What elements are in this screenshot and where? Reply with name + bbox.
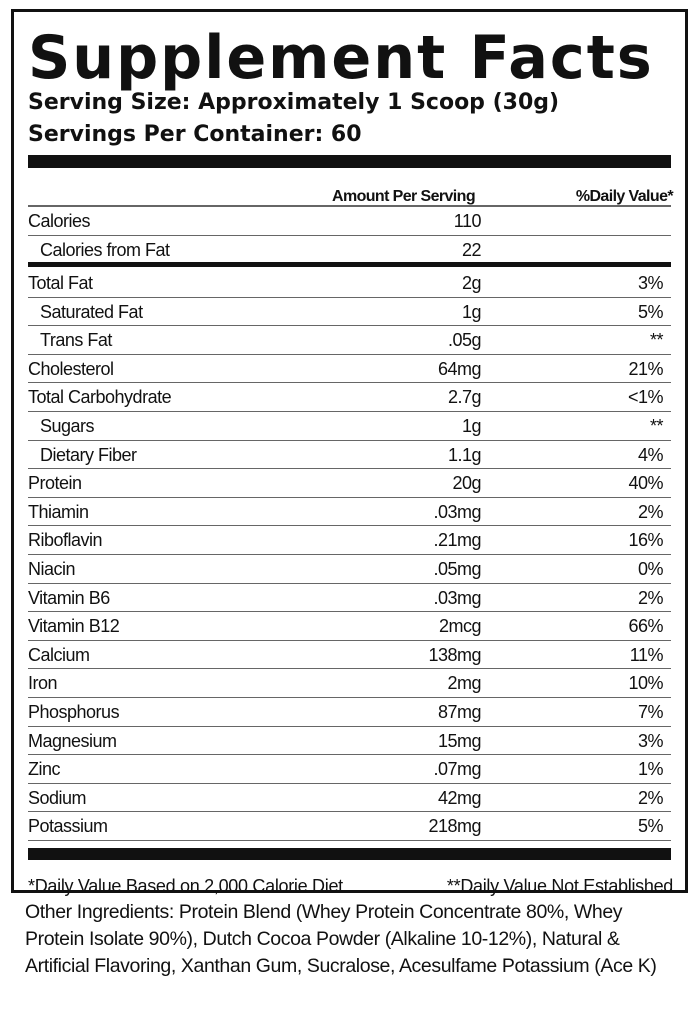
daily-value: 2% bbox=[637, 501, 664, 522]
table-row: Sugars 1g ** bbox=[28, 412, 671, 441]
amount-value: 138mg bbox=[428, 644, 481, 665]
nutrient-label: Trans Fat bbox=[40, 330, 112, 351]
amount-header: Amount Per Serving bbox=[331, 188, 476, 205]
amount-value: .03mg bbox=[433, 501, 481, 522]
nutrient-label: Total Fat bbox=[28, 273, 93, 293]
daily-value: 16% bbox=[628, 530, 663, 551]
daily-value: 5% bbox=[637, 301, 664, 322]
nutrient-label: Protein bbox=[28, 473, 82, 494]
servings-per-container: Servings Per Container: 60 bbox=[28, 122, 362, 147]
nutrient-label: Riboflavin bbox=[28, 530, 103, 551]
table-row: Saturated Fat 1g 5% bbox=[28, 298, 671, 327]
amount-value: 2.7g bbox=[447, 387, 482, 408]
medium-divider bbox=[28, 262, 671, 267]
supplement-facts-panel: Supplement Facts Serving Size: Approxima… bbox=[11, 9, 688, 896]
amount-value: .05mg bbox=[433, 559, 481, 579]
other-ingredients: Other Ingredients: Protein Blend (Whey P… bbox=[25, 901, 657, 977]
nutrient-label: Niacin bbox=[28, 559, 76, 579]
daily-value: 10% bbox=[628, 673, 663, 694]
table-row: Sodium 42mg 2% bbox=[28, 784, 671, 813]
amount-value: .21mg bbox=[433, 530, 481, 551]
daily-value: 2% bbox=[637, 787, 664, 808]
daily-value: 40% bbox=[628, 473, 663, 494]
table-row: Zinc .07mg 1% bbox=[28, 755, 671, 784]
amount-value: 2g bbox=[461, 273, 482, 293]
serving-size: Serving Size: Approximately 1 Scoop (30g… bbox=[28, 90, 560, 115]
amount-value: 218mg bbox=[428, 816, 481, 837]
daily-value: ** bbox=[649, 416, 664, 436]
table-row: Protein 20g 40% bbox=[28, 469, 671, 498]
daily-value: 5% bbox=[637, 816, 664, 837]
nutrient-label: Phosphorus bbox=[28, 702, 120, 722]
table-row: Calcium 138mg 11% bbox=[28, 641, 671, 670]
nutrient-label: Total Carbohydrate bbox=[28, 387, 172, 408]
amount-value: .03mg bbox=[433, 587, 481, 608]
daily-value: 21% bbox=[628, 358, 663, 379]
nutrient-label: Zinc bbox=[28, 759, 61, 780]
table-row: Vitamin B12 2mcg 66% bbox=[28, 612, 671, 641]
nutrient-label: Cholesterol bbox=[28, 358, 114, 379]
panel-title: Supplement Facts bbox=[28, 23, 654, 93]
amount-value: .05g bbox=[447, 330, 482, 351]
amount-value: 1.1g bbox=[447, 444, 482, 465]
footnote-daily-value: *Daily Value Based on 2,000 Calorie Diet bbox=[28, 876, 343, 896]
nutrient-label: Thiamin bbox=[28, 501, 89, 522]
table-row: Magnesium 15mg 3% bbox=[28, 727, 671, 756]
table-row: Thiamin .03mg 2% bbox=[28, 498, 671, 527]
nutrient-label: Vitamin B12 bbox=[28, 616, 120, 637]
amount-value: 42mg bbox=[437, 787, 482, 808]
amount-value: 1g bbox=[461, 416, 482, 436]
table-row: Cholesterol 64mg 21% bbox=[28, 355, 671, 384]
daily-value: 2% bbox=[637, 587, 664, 608]
table-row: Trans Fat .05g ** bbox=[28, 326, 671, 355]
amount-value: 2mcg bbox=[438, 616, 482, 637]
daily-value: 3% bbox=[637, 273, 664, 293]
daily-value: 7% bbox=[637, 702, 664, 722]
header-divider bbox=[28, 205, 671, 207]
daily-value: 1% bbox=[637, 759, 664, 780]
nutrient-label: Vitamin B6 bbox=[28, 587, 110, 608]
table-row: Riboflavin .21mg 16% bbox=[28, 526, 671, 555]
amount-value: 110 bbox=[453, 211, 482, 231]
table-row: Potassium 218mg 5% bbox=[28, 812, 671, 841]
nutrient-label: Saturated Fat bbox=[40, 301, 143, 322]
amount-value: 87mg bbox=[437, 702, 482, 722]
nutrient-label: Calories bbox=[28, 211, 91, 231]
daily-value: 4% bbox=[637, 444, 664, 465]
table-row: Dietary Fiber 1.1g 4% bbox=[28, 441, 671, 470]
nutrient-label: Sugars bbox=[40, 416, 95, 436]
table-row: Total Fat 2g 3% bbox=[28, 269, 671, 298]
table-row: Calories from Fat 22 bbox=[28, 236, 671, 265]
amount-value: 64mg bbox=[437, 358, 482, 379]
amount-value: 15mg bbox=[437, 730, 482, 751]
nutrient-label: Sodium bbox=[28, 787, 87, 808]
daily-value-header: %Daily Value* bbox=[575, 188, 674, 205]
nutrient-label: Iron bbox=[28, 673, 58, 694]
nutrient-label: Potassium bbox=[28, 816, 108, 837]
nutrient-label: Calories from Fat bbox=[40, 239, 170, 260]
daily-value: 66% bbox=[628, 616, 663, 637]
amount-value: 2mg bbox=[447, 673, 481, 694]
nutrient-label: Magnesium bbox=[28, 730, 117, 751]
table-row: Iron 2mg 10% bbox=[28, 669, 671, 698]
daily-value: 11% bbox=[629, 644, 664, 665]
footnote-not-established: **Daily Value Not Established bbox=[446, 876, 673, 896]
amount-value: .07mg bbox=[433, 759, 481, 780]
daily-value: <1% bbox=[627, 387, 664, 408]
amount-value: 1g bbox=[461, 301, 482, 322]
daily-value: 3% bbox=[637, 730, 664, 751]
thick-divider bbox=[28, 155, 671, 168]
nutrient-label: Dietary Fiber bbox=[40, 444, 137, 465]
table-row: Niacin .05mg 0% bbox=[28, 555, 671, 584]
table-row: Total Carbohydrate 2.7g <1% bbox=[28, 383, 671, 412]
thick-divider-bottom bbox=[28, 848, 671, 860]
amount-value: 20g bbox=[452, 473, 481, 494]
table-row: Phosphorus 87mg 7% bbox=[28, 698, 671, 727]
daily-value: 0% bbox=[637, 559, 664, 579]
table-row: Vitamin B6 .03mg 2% bbox=[28, 584, 671, 613]
daily-value: ** bbox=[649, 330, 664, 351]
amount-value: 22 bbox=[461, 239, 482, 260]
table-row: Calories 110 bbox=[28, 207, 671, 236]
nutrient-label: Calcium bbox=[28, 644, 90, 665]
